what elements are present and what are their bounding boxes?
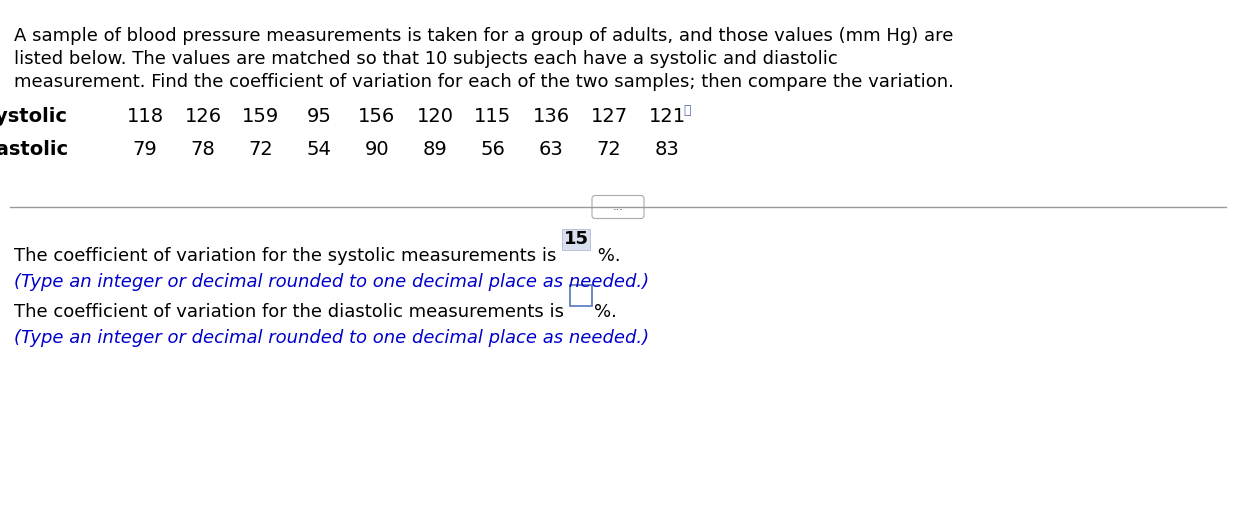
Text: 115: 115 (475, 107, 512, 126)
Text: 78: 78 (190, 140, 215, 159)
Text: (Type an integer or decimal rounded to one decimal place as needed.): (Type an integer or decimal rounded to o… (14, 273, 649, 291)
Text: ⎗: ⎗ (684, 104, 691, 117)
Text: 121: 121 (649, 107, 686, 126)
Text: 127: 127 (591, 107, 628, 126)
Text: 89: 89 (423, 140, 447, 159)
Text: listed below. The values are matched so that 10 subjects each have a systolic an: listed below. The values are matched so … (14, 50, 838, 68)
Text: Diastolic: Diastolic (0, 140, 68, 159)
Text: 83: 83 (655, 140, 680, 159)
Text: 72: 72 (248, 140, 273, 159)
Text: The coefficient of variation for the diastolic measurements is: The coefficient of variation for the dia… (14, 303, 570, 321)
Text: 159: 159 (242, 107, 279, 126)
Text: 56: 56 (481, 140, 506, 159)
Text: 79: 79 (132, 140, 157, 159)
Text: 90: 90 (365, 140, 389, 159)
Text: 95: 95 (307, 107, 331, 126)
Text: 118: 118 (126, 107, 163, 126)
Text: The coefficient of variation for the systolic measurements is: The coefficient of variation for the sys… (14, 247, 562, 265)
Text: Systolic: Systolic (0, 107, 68, 126)
Text: 63: 63 (539, 140, 564, 159)
Text: 136: 136 (533, 107, 570, 126)
Text: 126: 126 (184, 107, 221, 126)
Text: 15: 15 (564, 230, 588, 248)
Text: 120: 120 (417, 107, 454, 126)
Text: %.: %. (593, 303, 617, 321)
Text: 156: 156 (358, 107, 396, 126)
Text: A sample of blood pressure measurements is taken for a group of adults, and thos: A sample of blood pressure measurements … (14, 27, 953, 45)
Text: 54: 54 (307, 140, 331, 159)
Text: measurement. Find the coefficient of variation for each of the two samples; then: measurement. Find the coefficient of var… (14, 73, 954, 91)
Text: ...: ... (613, 202, 623, 212)
Text: %.: %. (592, 247, 620, 265)
FancyBboxPatch shape (592, 195, 644, 219)
Text: (Type an integer or decimal rounded to one decimal place as needed.): (Type an integer or decimal rounded to o… (14, 329, 649, 347)
FancyBboxPatch shape (570, 285, 592, 306)
Text: 72: 72 (597, 140, 622, 159)
FancyBboxPatch shape (562, 229, 590, 250)
